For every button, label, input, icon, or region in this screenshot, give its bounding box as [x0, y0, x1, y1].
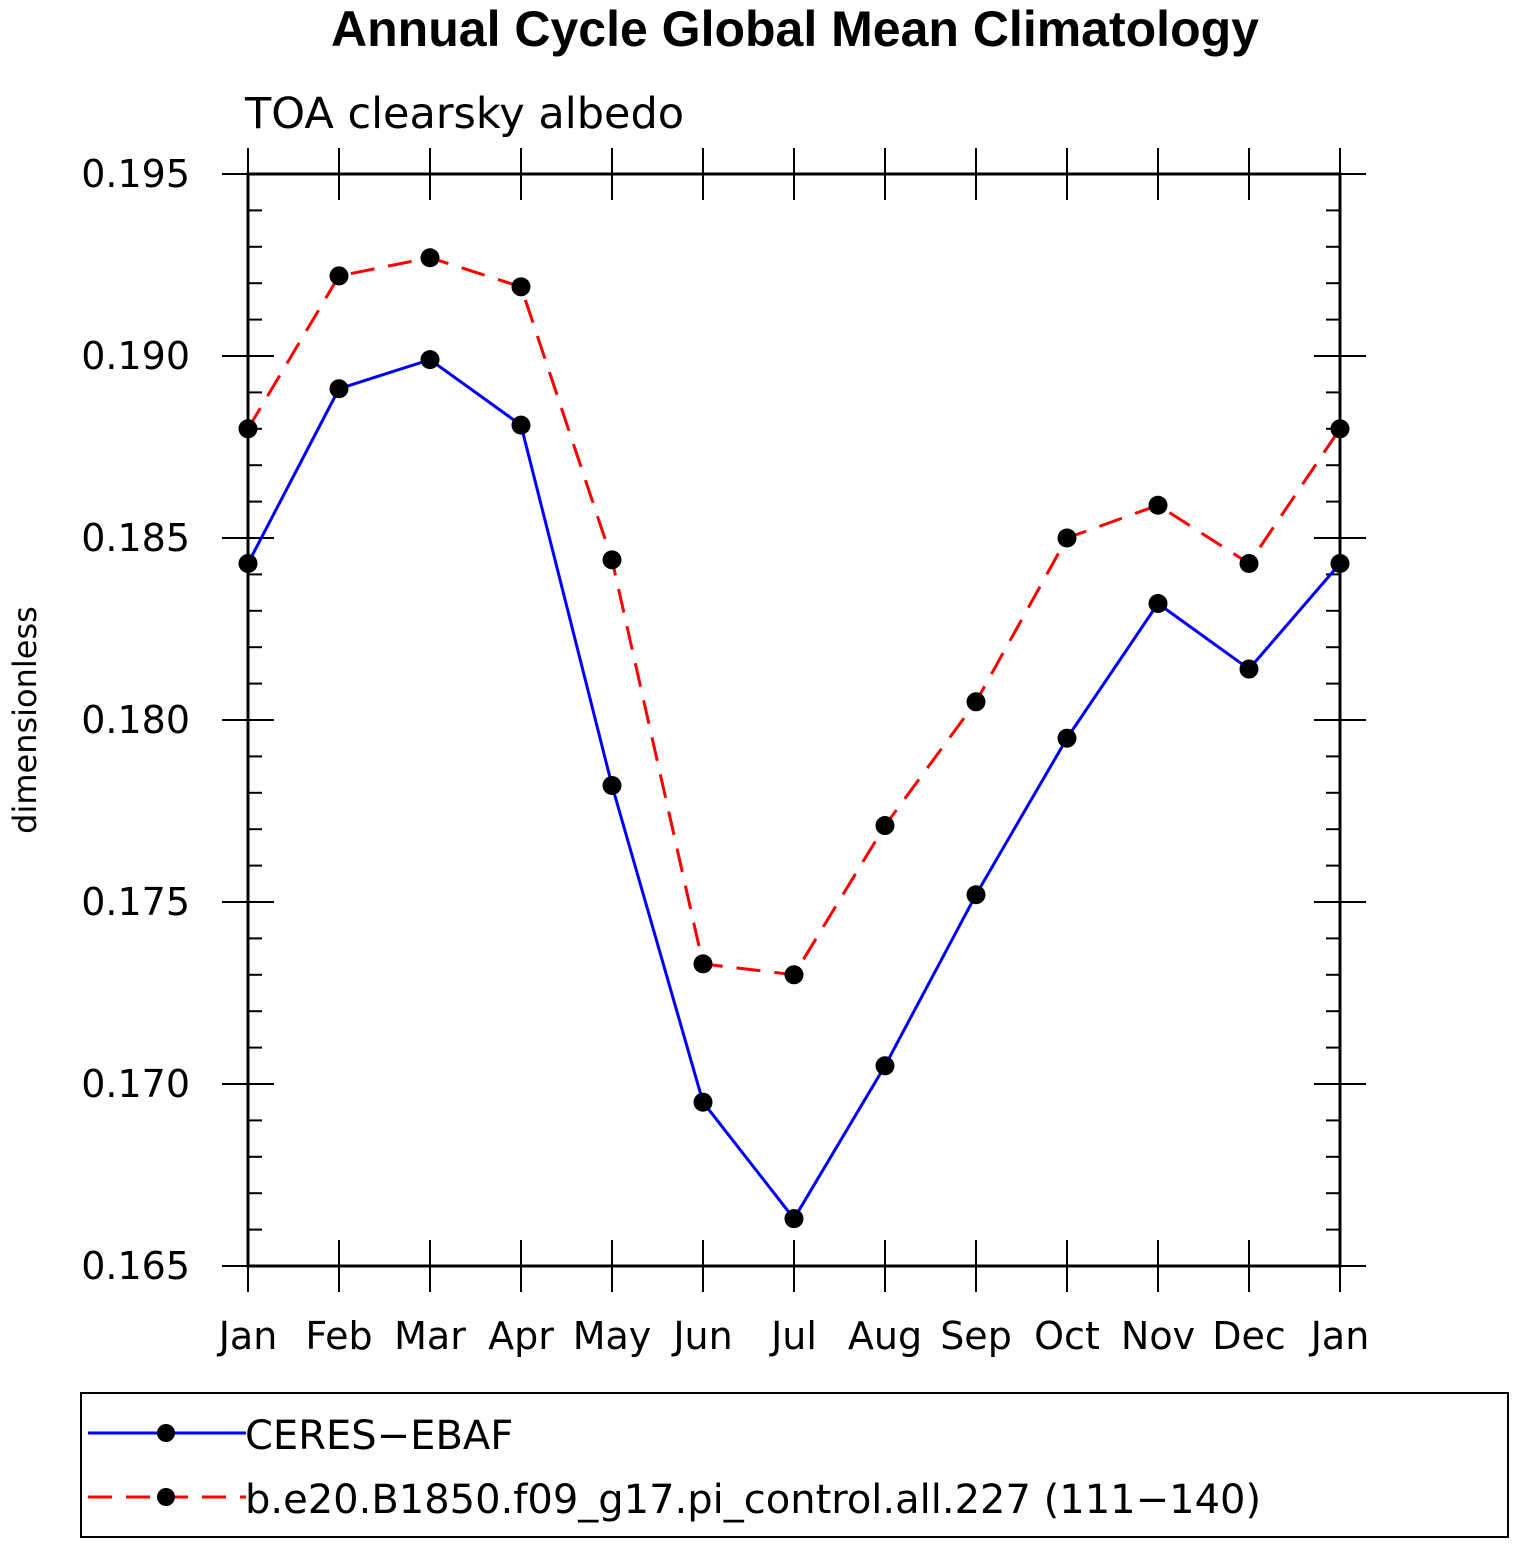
- series-0-point: [784, 1209, 804, 1229]
- y-tick-label: 0.190: [81, 334, 190, 378]
- chart-title: Annual Cycle Global Mean Climatology: [331, 1, 1259, 57]
- series-0-point: [329, 379, 349, 399]
- legend-label-ceres: CERES−EBAF: [245, 1413, 513, 1459]
- series-line-0: [246, 357, 1342, 1222]
- legend-marker-ceres: [157, 1424, 175, 1442]
- series-0-point: [1239, 659, 1259, 679]
- series-1-point: [693, 954, 713, 974]
- series-0-point: [602, 776, 622, 796]
- y-tick-label: 0.195: [81, 152, 190, 196]
- x-tick-label: Apr: [488, 1314, 554, 1358]
- x-tick-label: Feb: [305, 1314, 372, 1358]
- y-axis-label: dimensionless: [6, 606, 44, 834]
- legend: CERES−EBAF b.e20.B1850.f09_g17.pi_contro…: [80, 1392, 1509, 1538]
- y-tick-labels: 0.165 0.170 0.175 0.180 0.185 0.190 0.195: [81, 152, 190, 1288]
- x-tick-label: Jan: [217, 1314, 278, 1358]
- series-0-point: [420, 350, 440, 370]
- axes: [222, 148, 1366, 1292]
- x-tick-label: Jul: [769, 1314, 817, 1358]
- y-tick-label: 0.175: [81, 880, 190, 924]
- series-1-point: [1148, 495, 1168, 515]
- y-tick-label: 0.185: [81, 516, 190, 560]
- series-0-point: [1148, 594, 1168, 614]
- x-tick-label: Jan: [1309, 1314, 1370, 1358]
- series-1-point: [875, 816, 895, 836]
- series-group: [238, 248, 1350, 1229]
- chart-subtitle: TOA clearsky albedo: [244, 89, 684, 139]
- x-tick-label: Dec: [1212, 1314, 1286, 1358]
- series-1-point: [329, 266, 349, 286]
- series-0-point: [1057, 728, 1077, 748]
- x-tick-label: Jun: [671, 1314, 732, 1358]
- x-tick-label: May: [573, 1314, 652, 1358]
- series-0-point: [875, 1056, 895, 1076]
- x-tick-labels: Jan Feb Mar Apr May Jun Jul Aug Sep Oct Nov Dec Jan: [217, 1314, 1370, 1358]
- series-0-point: [511, 415, 531, 435]
- series-1-point: [420, 248, 440, 268]
- series-1-point: [966, 692, 986, 712]
- series-1-point: [1239, 553, 1259, 573]
- x-tick-label: Mar: [394, 1314, 466, 1358]
- series-1-point: [784, 965, 804, 985]
- y-tick-label: 0.170: [81, 1062, 190, 1106]
- series-0-point: [966, 885, 986, 905]
- series-0-point: [693, 1092, 713, 1112]
- series-1-point: [1057, 528, 1077, 548]
- x-tick-label: Sep: [940, 1314, 1012, 1358]
- legend-label-model: b.e20.B1850.f09_g17.pi_control.all.227 (…: [245, 1477, 1261, 1523]
- x-tick-label: Nov: [1121, 1314, 1195, 1358]
- x-tick-label: Aug: [848, 1314, 922, 1358]
- series-1-point: [602, 550, 622, 570]
- y-tick-label: 0.165: [81, 1244, 190, 1288]
- legend-marker-model: [157, 1488, 175, 1506]
- legend-box: [80, 1392, 1509, 1538]
- y-tick-label: 0.180: [81, 698, 190, 742]
- x-tick-label: Oct: [1034, 1314, 1100, 1358]
- series-1-point: [511, 277, 531, 297]
- plot-frame: [246, 172, 1342, 1268]
